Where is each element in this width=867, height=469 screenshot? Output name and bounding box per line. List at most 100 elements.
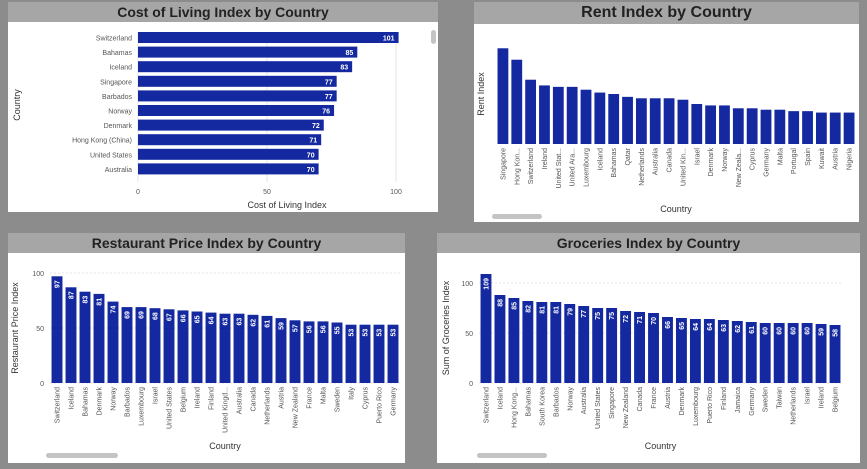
category-label: United States (90, 152, 133, 159)
restaurant-panel[interactable]: Restaurant Price Index by Country 0 50 100… (8, 233, 405, 463)
bar-value-label: 72 (623, 315, 630, 323)
bar (536, 302, 548, 383)
bar (620, 311, 632, 383)
bar-value-label: 79 (567, 308, 574, 316)
category-label: Denmark (679, 387, 686, 416)
category-label: Iceland (69, 387, 76, 410)
bar (233, 313, 245, 383)
category-label: Barbados (125, 387, 132, 417)
bar-value-label: 88 (497, 299, 504, 307)
rent-scrollbar[interactable] (492, 214, 542, 219)
bar (788, 111, 800, 144)
category-label: Canada (667, 148, 674, 173)
category-label: Taiwan (777, 387, 784, 409)
category-label: Puerto Rico (707, 387, 714, 424)
category-label: France (651, 387, 658, 409)
bar (566, 86, 578, 144)
x-axis-title: Cost of Living Index (247, 200, 327, 210)
category-label: Finland (721, 387, 728, 410)
category-label: Iceland (597, 148, 604, 171)
rent-chart: Singapore Hong Kon... Switzerland Ireland Un… (474, 26, 859, 222)
bar (138, 163, 319, 175)
bar (138, 32, 399, 43)
bar (525, 79, 537, 144)
x-tick-label: 100 (390, 189, 402, 196)
category-label: United Ara... (570, 148, 577, 187)
x-axis-title: Country (209, 441, 241, 451)
category-label: Bahamas (611, 148, 618, 178)
bar-value-label: 60 (763, 327, 770, 335)
category-label: Australia (105, 167, 132, 174)
rent-panel[interactable]: Rent Index by Country Singapore Hong Kon.… (474, 2, 859, 222)
category-label: Luxembourg (139, 387, 146, 426)
category-label: Norway (111, 387, 118, 411)
cost-of-living-scrollbar[interactable] (431, 30, 436, 44)
category-label: Sweden (335, 387, 342, 412)
category-label: Netherlands (639, 148, 646, 186)
bar (345, 324, 357, 383)
bar (331, 322, 343, 383)
bar (760, 109, 772, 144)
bar (815, 324, 827, 383)
bar-value-label: 72 (312, 123, 320, 130)
groceries-panel[interactable]: Groceries Index by Country 0 50 100 109 Swit… (437, 233, 860, 463)
bar-value-label: 70 (307, 167, 315, 174)
bar-value-label: 61 (265, 320, 272, 328)
category-label: Bahamas (525, 387, 532, 417)
category-label: Kuwait (819, 148, 826, 169)
bar-value-label: 83 (83, 296, 90, 304)
bar (219, 313, 231, 383)
cost-of-living-panel[interactable]: Cost of Living Index by Country 0 50 100 Sw… (8, 2, 438, 212)
category-label: Singapore (100, 79, 132, 86)
category-label: United Stat... (556, 148, 563, 189)
bar (303, 321, 315, 383)
category-label: Norway (108, 109, 132, 116)
bar (135, 307, 147, 383)
bar-value-label: 71 (637, 316, 644, 324)
groceries-svg: 0 50 100 109 Switzerland 88 Iceland 85 Hong Kong… (441, 274, 842, 451)
category-label: Nigeria (847, 148, 854, 170)
bar-value-label: 67 (167, 313, 174, 321)
bar-value-label: 61 (749, 326, 756, 334)
bar (564, 304, 576, 383)
category-label: Netherlands (265, 387, 272, 425)
bar (261, 315, 273, 383)
category-label: New Zealand (293, 387, 300, 428)
category-label: Spain (805, 148, 812, 166)
groceries-scrollbar[interactable] (477, 453, 547, 458)
bar (51, 276, 63, 383)
category-label: Canada (637, 387, 644, 412)
bar (829, 325, 841, 383)
bar-value-label: 82 (525, 305, 532, 313)
category-label: Germany (764, 148, 771, 177)
bar (138, 119, 324, 131)
bar (138, 134, 322, 146)
bar (138, 61, 353, 73)
bar (79, 291, 91, 383)
category-label: Hong Kong... (511, 387, 518, 428)
bar-value-label: 53 (377, 329, 384, 337)
category-label: Germany (391, 387, 398, 416)
category-label: Luxembourg (693, 387, 700, 426)
bar-value-label: 53 (363, 329, 370, 337)
bar (138, 75, 337, 87)
category-label: Germany (749, 387, 756, 416)
category-label: Austria (279, 387, 286, 409)
category-label: Puerto Rico (377, 387, 384, 424)
y-axis-title: Country (12, 89, 22, 121)
bar (675, 318, 687, 383)
bar-value-label: 69 (139, 311, 146, 319)
bar (247, 314, 259, 383)
bar (508, 298, 520, 383)
bar (359, 324, 371, 383)
bar-value-label: 60 (805, 327, 812, 335)
restaurant-scrollbar[interactable] (46, 453, 118, 458)
bar-value-label: 83 (340, 65, 348, 72)
category-label: Norway (722, 148, 729, 172)
bar (138, 105, 335, 116)
bar (689, 319, 701, 383)
bar (93, 293, 105, 383)
category-label: Ireland (542, 148, 549, 170)
bar-value-label: 68 (153, 312, 160, 320)
bar (717, 320, 729, 383)
